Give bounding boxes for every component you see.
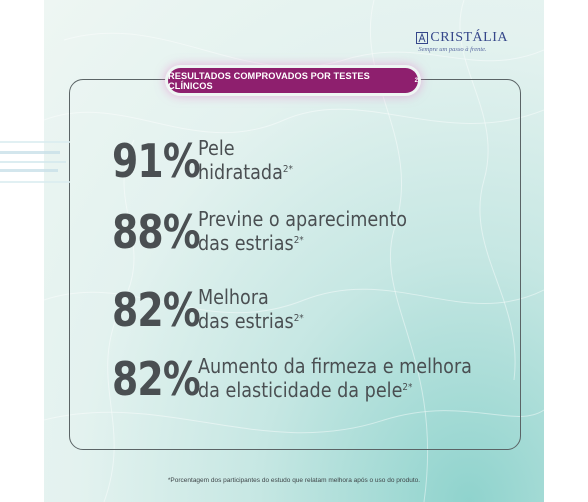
stat-line2: hidratada (198, 160, 283, 184)
stat-row: 82% Aumento da firmeza e melhora da elas… (112, 354, 509, 404)
stat-sup: 2* (282, 164, 293, 175)
brand-tagline: Sempre um passo à frente. (418, 46, 487, 53)
stat-sup: 2* (402, 382, 413, 393)
stat-description: Previne o aparecimento das estrias2* (198, 207, 407, 255)
brand-name: CRISTÁLIA (430, 30, 508, 45)
stat-sup: 2* (293, 235, 304, 246)
stat-row: 82% Melhora das estrias2* (112, 285, 318, 335)
stat-row: 91% Pele hidratada2* (112, 136, 306, 186)
stat-line2: das estrias (198, 309, 294, 333)
stat-percent: 82% (112, 283, 201, 337)
stat-percent: 88% (112, 205, 201, 259)
footnote: *Porcentagem dos participantes do estudo… (167, 477, 421, 484)
stat-line2: das estrias (198, 231, 294, 255)
stat-percent: 82% (112, 352, 201, 406)
stat-description: Pele hidratada2* (198, 136, 293, 184)
stat-percent: 91% (112, 134, 201, 188)
stat-sup: 2* (293, 313, 304, 324)
stat-description: Aumento da firmeza e melhora da elastici… (198, 354, 472, 402)
cristalia-logo-icon (416, 32, 429, 44)
stat-row: 88% Previne o aparecimento das estrias2* (112, 207, 436, 257)
stat-description: Melhora das estrias2* (198, 285, 304, 333)
stat-line2: da elasticidade da pele (198, 378, 403, 402)
results-badge: RESULTADOS COMPROVADOS POR TESTES CLÍNIC… (168, 68, 418, 93)
badge-text: RESULTADOS COMPROVADOS POR TESTES CLÍNIC… (168, 70, 370, 91)
badge-sup: 2 (414, 77, 418, 84)
glitch-artifact (0, 141, 70, 183)
stat-line1: Aumento da firmeza e melhora (198, 354, 472, 378)
stat-line1: Pele (198, 136, 235, 160)
stat-line1: Melhora (198, 285, 269, 309)
brand-logo: CRISTÁLIA Sempre um passo à frente. (416, 30, 508, 53)
ad-card: CRISTÁLIA Sempre um passo à frente. RESU… (44, 0, 544, 502)
stat-line1: Previne o aparecimento (198, 207, 408, 231)
